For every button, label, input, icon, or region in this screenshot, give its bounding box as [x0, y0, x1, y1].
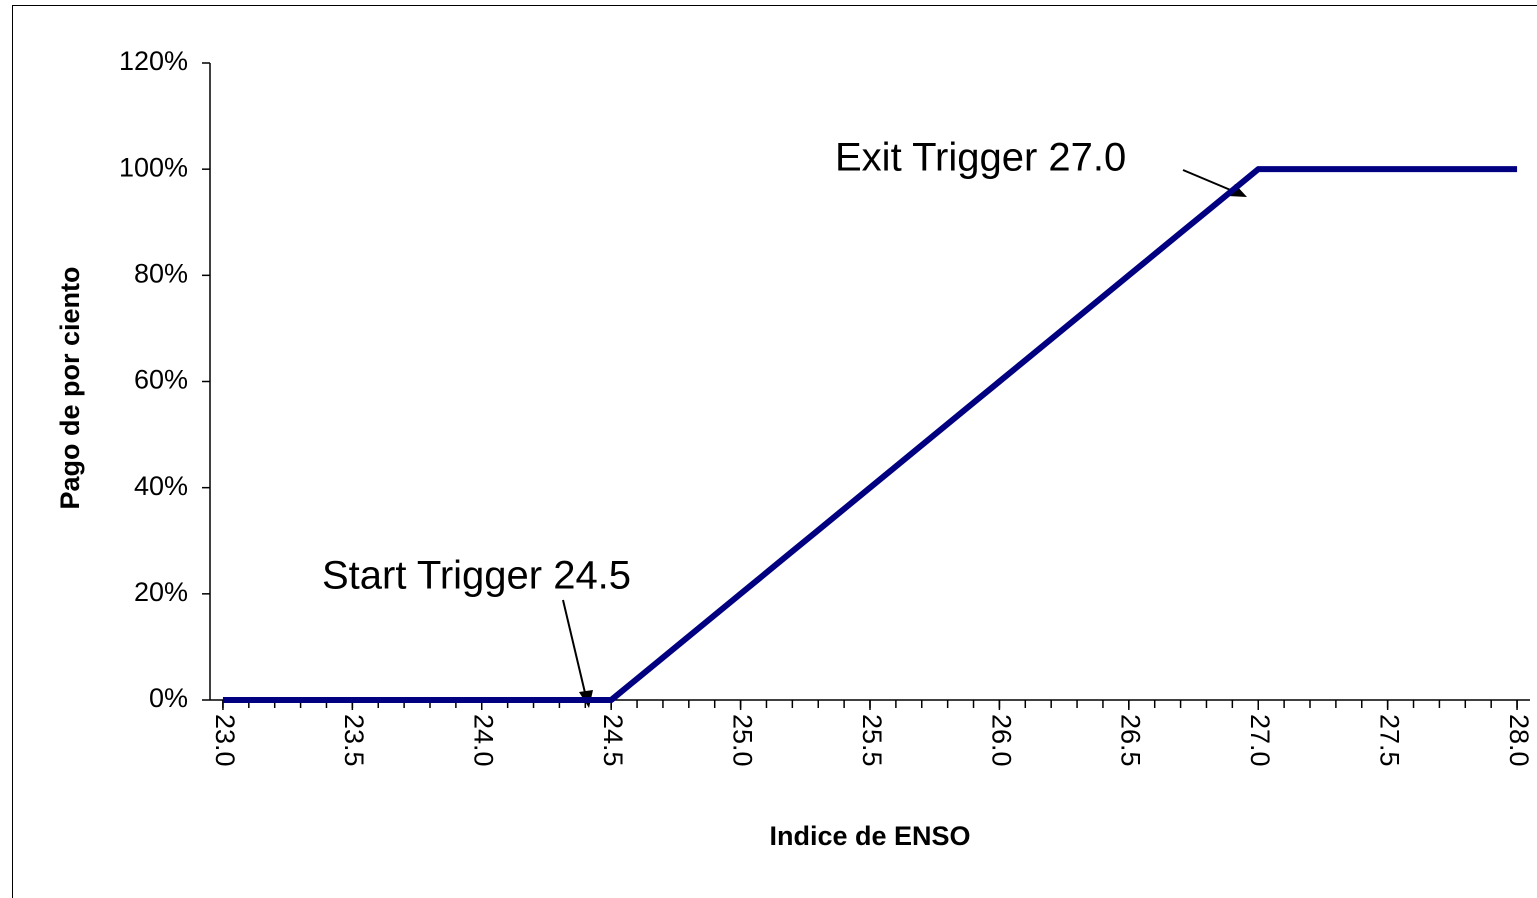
x-tick-label: 25.5: [857, 714, 887, 767]
x-tick-label: 25.0: [727, 714, 757, 767]
annotation: Exit Trigger 27.0: [835, 136, 1126, 180]
x-tick-label: 23.5: [339, 714, 369, 767]
annotation-arrow: [562, 169, 1247, 708]
x-tick-label: 27.0: [1245, 714, 1275, 767]
y-tick-label: 0%: [149, 683, 188, 713]
y-tick-label: 60%: [134, 365, 188, 395]
chart-frame: [12, 5, 1537, 898]
x-tick-label: 26.5: [1116, 714, 1146, 767]
annotation: Start Trigger 24.5: [322, 554, 631, 598]
x-tick-label: 27.5: [1375, 714, 1405, 767]
data-line: [222, 166, 1518, 703]
y-tick-label: 120%: [119, 46, 188, 76]
y-axis-title: Pago de por ciento: [55, 266, 85, 509]
x-tick-label: 28.0: [1504, 714, 1534, 767]
x-tick-label: 24.0: [469, 714, 499, 767]
x-tick-label: 24.5: [598, 714, 628, 767]
x-tick-label: 26.0: [986, 714, 1016, 767]
y-tick-label: 40%: [134, 471, 188, 501]
y-tick-label: 20%: [134, 577, 188, 607]
x-axis-title: Indice de ENSO: [769, 821, 970, 851]
y-tick-label: 80%: [134, 258, 188, 288]
y-tick-label: 100%: [119, 152, 188, 182]
x-tick-label: 23.0: [210, 714, 240, 767]
